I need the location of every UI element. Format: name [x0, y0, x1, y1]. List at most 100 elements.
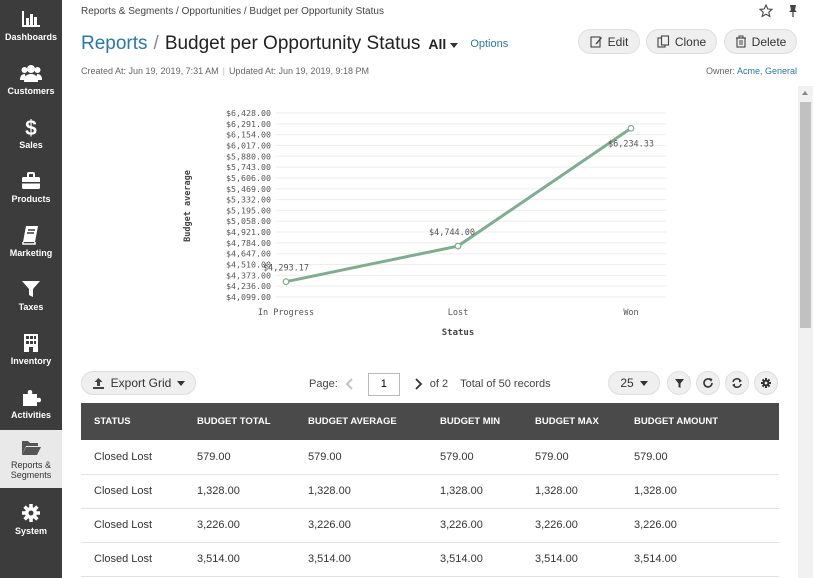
- top-icons: [758, 3, 799, 23]
- data-label: $4,744.00: [429, 228, 475, 238]
- page-size-select[interactable]: 25: [608, 371, 660, 395]
- book-icon: [22, 226, 38, 245]
- sidebar-item-customers[interactable]: Customers: [0, 56, 62, 110]
- data-point[interactable]: [627, 124, 635, 132]
- export-label: Export Grid: [110, 376, 172, 390]
- table-cell: Closed Lost: [81, 542, 184, 577]
- title-separator: /: [153, 33, 159, 54]
- sidebar-item-label: Taxes: [18, 302, 44, 312]
- column-header[interactable]: Status: [81, 403, 184, 440]
- edit-button[interactable]: Edit: [578, 29, 640, 54]
- y-tick-label: $5,195.00: [226, 205, 271, 215]
- table-cell: 1,328.00: [295, 474, 427, 509]
- x-axis-label: Status: [442, 328, 475, 338]
- pin-icon[interactable]: [787, 4, 799, 18]
- sidebar-item-label: Reports & Segments: [10, 460, 52, 480]
- scroll-thumb[interactable]: [800, 102, 811, 328]
- export-grid-button[interactable]: Export Grid: [81, 371, 196, 395]
- table-row[interactable]: Closed Lost 3,514.00 3,514.00 3,514.00 3,514…: [81, 542, 779, 577]
- column-header[interactable]: Budget Average: [295, 403, 427, 440]
- table-row[interactable]: Closed Lost 1,328.00 1,328.00 1,328.00 1,328…: [81, 474, 779, 509]
- filter-dropdown[interactable]: All: [428, 36, 459, 52]
- table-cell: 579.00: [621, 440, 779, 475]
- column-header[interactable]: Budget Amount: [621, 403, 779, 440]
- breadcrumb[interactable]: Reports & Segments / Opportunities / Bud…: [81, 6, 384, 17]
- sidebar-item-reports-segments[interactable]: Reports & Segments: [0, 430, 62, 488]
- table-cell: 3,514.00: [621, 542, 779, 577]
- sidebar-item-marketing[interactable]: Marketing: [0, 218, 62, 272]
- y-tick-label: $4,510.00: [226, 260, 271, 270]
- table-cell: Closed Lost: [81, 440, 184, 475]
- scroll-up-arrow[interactable]: [802, 91, 808, 95]
- edit-icon: [590, 36, 602, 48]
- funnel-icon: [674, 378, 684, 388]
- bar-chart-icon: [22, 11, 40, 27]
- page-title-row: Reports / Budget per Opportunity Status Al…: [81, 31, 508, 57]
- refresh-button[interactable]: [696, 371, 720, 395]
- table-cell: 1,328.00: [621, 474, 779, 509]
- x-tick-label: Won: [623, 308, 638, 318]
- updated-at: Updated At: Jun 19, 2019, 9:18 PM: [228, 66, 370, 76]
- page-scrollbar[interactable]: [798, 86, 813, 578]
- sidebar-item-taxes[interactable]: Taxes: [0, 272, 62, 326]
- dollar-icon: $: [25, 117, 37, 138]
- table-header-row: Status Budget Total Budget Average Budge…: [81, 403, 779, 440]
- x-tick-label: In Progress: [258, 308, 314, 318]
- table-row[interactable]: Closed Lost 3,226.00 3,226.00 3,226.00 3,226…: [81, 508, 779, 543]
- sidebar-item-activities[interactable]: Activities: [0, 380, 62, 434]
- sidebar-item-sales[interactable]: $ Sales: [0, 110, 62, 164]
- sync-icon: [732, 378, 742, 388]
- star-icon[interactable]: [758, 3, 773, 18]
- page-title: Reports / Budget per Opportunity Status: [81, 33, 420, 55]
- sidebar-item-dashboards[interactable]: Dashboards: [0, 2, 62, 56]
- sidebar-item-inventory[interactable]: Inventory: [0, 326, 62, 380]
- x-tick-label: Lost: [448, 308, 468, 318]
- y-tick-label: $4,784.00: [226, 238, 271, 248]
- options-link[interactable]: Options: [470, 38, 509, 50]
- y-tick-label: $5,606.00: [226, 173, 271, 183]
- y-tick-label: $6,428.00: [226, 108, 271, 118]
- next-page-icon[interactable]: [412, 378, 424, 390]
- column-header[interactable]: Budget Min: [427, 403, 522, 440]
- table-cell: 1,328.00: [427, 474, 522, 509]
- delete-label: Delete: [751, 34, 787, 49]
- reset-button[interactable]: [725, 371, 749, 395]
- data-point[interactable]: [454, 242, 462, 250]
- y-axis-label: Budget average: [183, 170, 193, 242]
- chevron-down-icon: [450, 42, 459, 48]
- prev-page-icon[interactable]: [344, 378, 356, 390]
- page-number-input[interactable]: [367, 372, 400, 396]
- y-tick-label: $4,921.00: [226, 227, 271, 237]
- filter-button[interactable]: [667, 371, 691, 395]
- line-chart: $6,428.00$6,291.00$6,154.00$6,017.00$5,8…: [183, 108, 666, 338]
- column-header[interactable]: Budget Max: [522, 403, 621, 440]
- owner-link[interactable]: Acme, General: [736, 66, 797, 76]
- table-cell: 3,514.00: [295, 542, 427, 577]
- sidebar-item-label: Marketing: [9, 248, 53, 258]
- table-row[interactable]: Closed Lost 579.00 579.00 579.00 579.00 579.0…: [81, 440, 779, 475]
- filter-label: All: [428, 36, 447, 52]
- y-tick-label: $5,332.00: [226, 195, 271, 205]
- clone-icon: [657, 35, 669, 48]
- data-point[interactable]: [282, 278, 290, 286]
- reports-link[interactable]: Reports: [81, 33, 148, 54]
- svg-text:$: $: [25, 117, 37, 138]
- sidebar-item-system[interactable]: System: [0, 496, 62, 550]
- y-tick-label: $5,058.00: [226, 216, 271, 226]
- owner-label: Owner:: [705, 66, 735, 76]
- y-tick-label: $4,647.00: [226, 249, 271, 259]
- edit-label: Edit: [607, 34, 629, 49]
- table-cell: 3,226.00: [184, 508, 295, 543]
- clone-label: Clone: [674, 34, 707, 49]
- table-cell: 1,328.00: [184, 474, 295, 509]
- series-line: [285, 127, 632, 284]
- grid-settings-button[interactable]: [754, 371, 778, 395]
- delete-button[interactable]: Delete: [724, 29, 797, 54]
- clone-button[interactable]: Clone: [646, 29, 717, 54]
- y-tick-label: $6,291.00: [226, 119, 271, 129]
- table-cell: Closed Lost: [81, 508, 184, 543]
- table-cell: 1,328.00: [522, 474, 621, 509]
- owner: Owner: Acme, General: [706, 66, 797, 76]
- column-header[interactable]: Budget Total: [184, 403, 295, 440]
- sidebar-item-products[interactable]: Products: [0, 164, 62, 218]
